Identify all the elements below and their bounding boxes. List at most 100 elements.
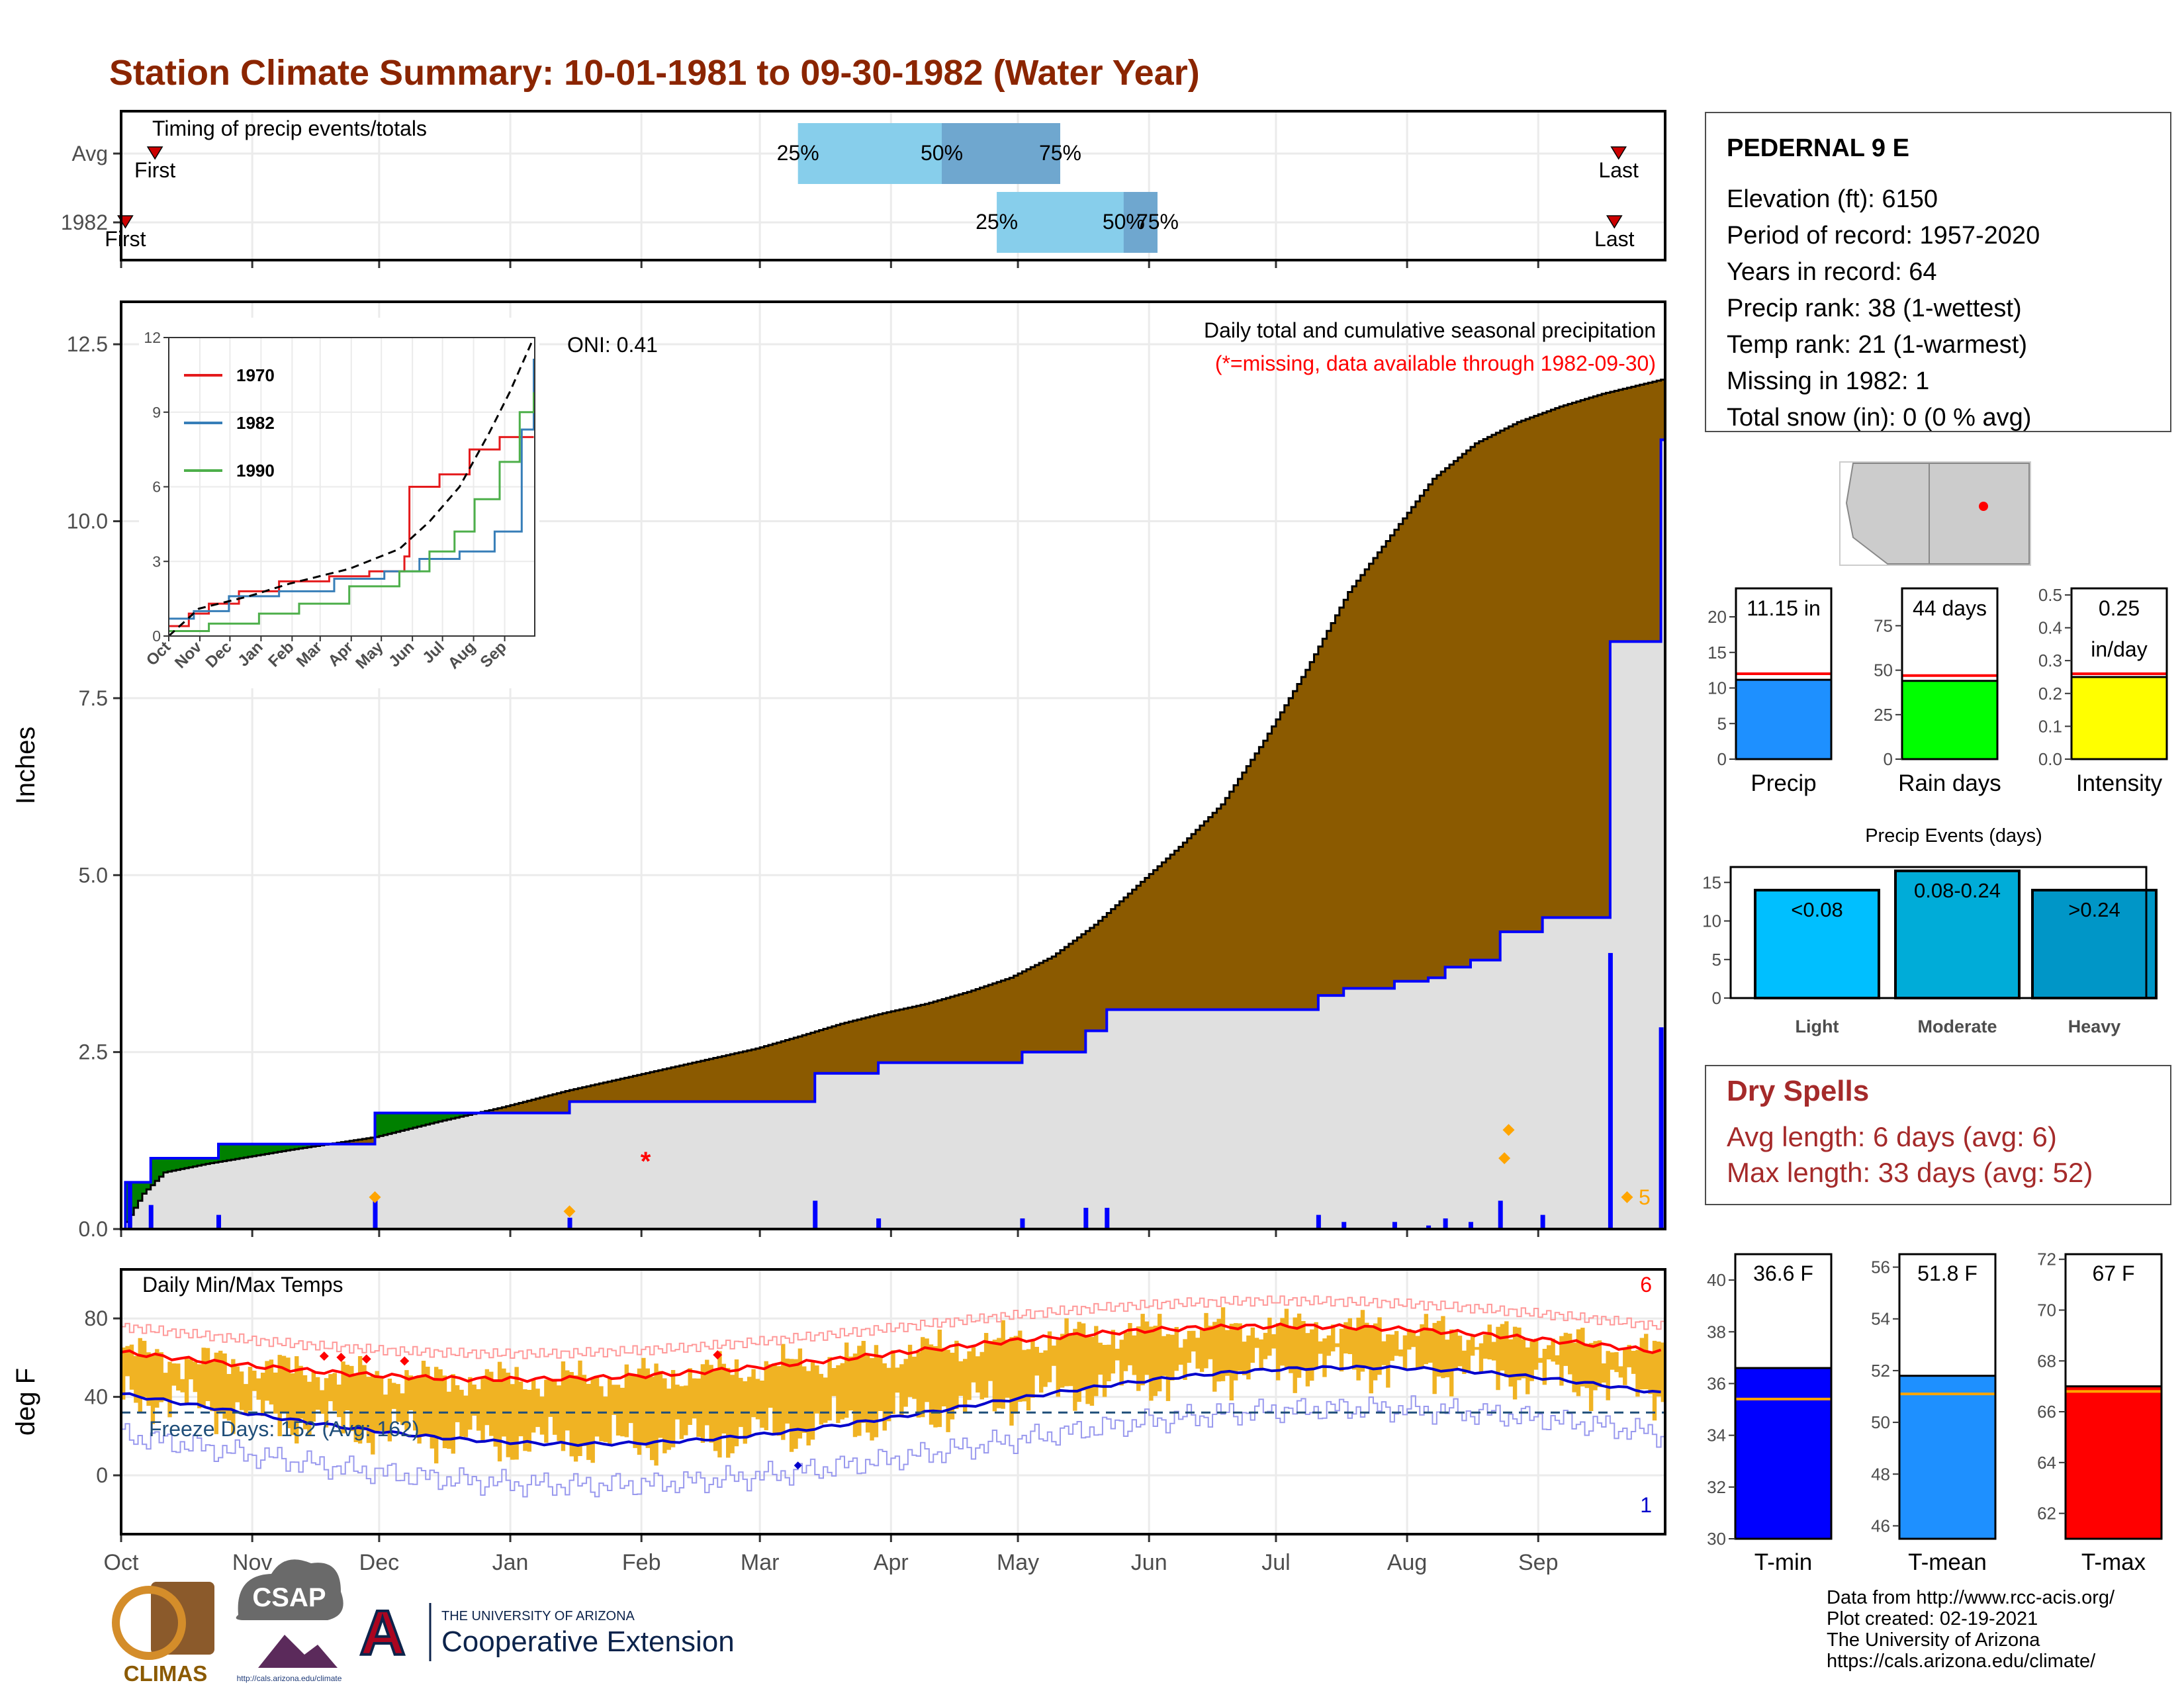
timing-row-label: Avg: [71, 142, 108, 165]
precip-daily-bar: [1468, 1222, 1473, 1229]
temp-y-tick-label: 0: [96, 1463, 108, 1487]
events-category-label: Light: [1796, 1017, 1839, 1036]
events-y-tick-label: 10: [1702, 911, 1721, 931]
mini-bar-name: Intensity: [2076, 770, 2163, 796]
timing-panel-label: Timing of precip events/totals: [152, 116, 427, 140]
temp-x-tick-label: Feb: [622, 1550, 661, 1575]
footer-line: The University of Arizona: [1827, 1629, 2040, 1651]
inset-y-tick-label: 6: [152, 479, 161, 496]
temp-bar-y-tick-label: 64: [2037, 1453, 2056, 1473]
timing-last-label: Last: [1594, 227, 1635, 251]
precip-daily-bar: [1608, 952, 1613, 1229]
mini-bar-value: [1735, 678, 1833, 760]
temperature-summary-bars: 36.6 F 30 32 34 36 38 40 T-min 51.8 F 46 48 50 52 54 5…: [1707, 1250, 2163, 1575]
station-info-box: PEDERNAL 9 E Elevation (ft): 6150 Period o…: [1705, 112, 2171, 432]
timing-label-25: 25%: [777, 141, 819, 165]
mini-bar-y-tick-label: 20: [1707, 607, 1727, 627]
mini-bar-y-tick-label: 0.5: [2038, 585, 2062, 605]
temp-bar-value: [2064, 1385, 2163, 1540]
temp-y-axis-label: deg F: [11, 1368, 40, 1436]
mini-bar-y-tick-label: 0.3: [2038, 651, 2062, 670]
footer-line: Data from http://www.rcc-acis.org/: [1827, 1587, 2115, 1608]
temp-bar-border: [1734, 1253, 1833, 1540]
temp-bar-y-tick-label: 62: [2037, 1504, 2056, 1524]
events-y-tick-label: 0: [1712, 988, 1721, 1008]
events-bar: [1754, 888, 1880, 999]
mini-bar-y-tick-label: 15: [1707, 643, 1727, 663]
precip-daily-max-marker: [1502, 1124, 1515, 1136]
temp-record-high-line: [121, 1295, 1665, 1359]
temp-bar-y-tick-label: 66: [2037, 1402, 2056, 1422]
temp-bar-y-tick-label: 38: [1707, 1322, 1726, 1342]
events-bar: [1894, 869, 2021, 999]
temp-average-max-line: [120, 1322, 1662, 1383]
temp-bar-value-label: 67 F: [2092, 1261, 2134, 1285]
timing-label-50: 50%: [1103, 210, 1145, 234]
dry-spells-avg-line: Avg length: 6 days (avg: 6): [1727, 1121, 2057, 1152]
precip-note-main: Daily total and cumulative seasonal prec…: [1204, 318, 1656, 342]
precip-daily-bar: [148, 1205, 154, 1229]
temp-average-min-line: [120, 1364, 1661, 1447]
mini-bar-y-tick-label: 50: [1874, 661, 1893, 680]
precip-deficit-area: [328, 379, 1666, 1144]
events-border: [1729, 866, 2148, 999]
temp-y-tick-label: 40: [84, 1385, 108, 1409]
map-station-marker: [1979, 502, 1988, 511]
temp-bar-y-tick-label: 34: [1707, 1426, 1726, 1445]
precip-daily-bar: [1498, 1201, 1503, 1229]
precip-y-axis-label: Inches: [11, 727, 40, 805]
temp-bar-y-tick-label: 40: [1707, 1270, 1726, 1290]
mini-bar-y-tick-label: 25: [1874, 705, 1893, 725]
timing-last-marker: [1606, 215, 1623, 229]
temp-bar-value-label: 51.8 F: [1917, 1261, 1978, 1285]
precip-daily-bar: [813, 1201, 818, 1229]
precip-daily-bar: [1083, 1207, 1089, 1229]
temp-x-tick-label: Nov: [232, 1550, 272, 1575]
mini-bar-border: [1901, 587, 1999, 760]
temp-x-tick-label: Oct: [104, 1550, 139, 1575]
temp-bar-y-tick-label: 70: [2037, 1300, 2056, 1320]
inset-cumulative-chart: 197019821990036912OctNovDecJanFebMarAprM…: [139, 318, 658, 688]
temp-bar-border: [1898, 1253, 1997, 1540]
temperature-panel: Daily Min/Max Temps Freeze Days: 152 (Avg…: [11, 1268, 1666, 1575]
timing-first-marker: [146, 146, 163, 160]
mini-bar-name: Rain days: [1898, 770, 2001, 796]
mini-bar-value-label: 44 days: [1913, 596, 1987, 620]
temp-bar-y-tick-label: 54: [1871, 1309, 1890, 1329]
figure-title: Station Climate Summary: 10-01-1981 to 0…: [109, 53, 1200, 93]
csap-logo-url: http://cals.arizona.edu/climate: [237, 1674, 342, 1683]
mini-bar-value: [2070, 676, 2168, 760]
temp-x-tick-label: Dec: [359, 1550, 399, 1575]
precip-daily-bar: [567, 1217, 572, 1229]
station-info-line: Total snow (in): 0 (0 % avg): [1727, 404, 2031, 432]
precip-daily-bar: [373, 1197, 378, 1229]
temp-x-tick-label: Jul: [1261, 1550, 1290, 1575]
inset-border: [168, 337, 535, 637]
temp-record-high-marker: [336, 1352, 346, 1362]
station-info-line: Elevation (ft): 6150: [1727, 185, 1938, 213]
station-info-line: Missing in 1982: 1: [1727, 367, 1929, 395]
temp-bar-y-tick-label: 30: [1707, 1529, 1726, 1549]
dry-spells-border: [1705, 1065, 2171, 1205]
csap-logo-mountains: [258, 1635, 338, 1668]
inset-oni-label: ONI: 0.41: [567, 333, 658, 357]
ua-logo-small-text: THE UNIVERSITY OF ARIZONA: [441, 1609, 635, 1623]
mini-bar-y-tick-label: 75: [1874, 616, 1893, 635]
temp-bar-y-tick-label: 46: [1871, 1516, 1890, 1535]
timing-first-label: First: [105, 227, 146, 251]
events-y-tick-label: 5: [1712, 950, 1721, 970]
precip-daily-max-marker: [369, 1191, 381, 1203]
precip-panel-border: [120, 300, 1666, 1230]
temp-x-tick-label: Apr: [874, 1550, 909, 1575]
inset-series-line: [169, 435, 534, 627]
mini-bar-border: [1735, 587, 1833, 760]
timing-label-75: 75%: [1039, 141, 1081, 165]
timing-upper-quartile-bar: [942, 123, 1060, 184]
mini-bar-name: Precip: [1751, 770, 1816, 796]
precip-daily-bar: [1540, 1214, 1545, 1229]
inset-y-tick-label: 9: [152, 404, 161, 421]
temp-bar-name: T-max: [2081, 1549, 2146, 1575]
precip-average-cumulative-line: [121, 379, 1665, 1230]
